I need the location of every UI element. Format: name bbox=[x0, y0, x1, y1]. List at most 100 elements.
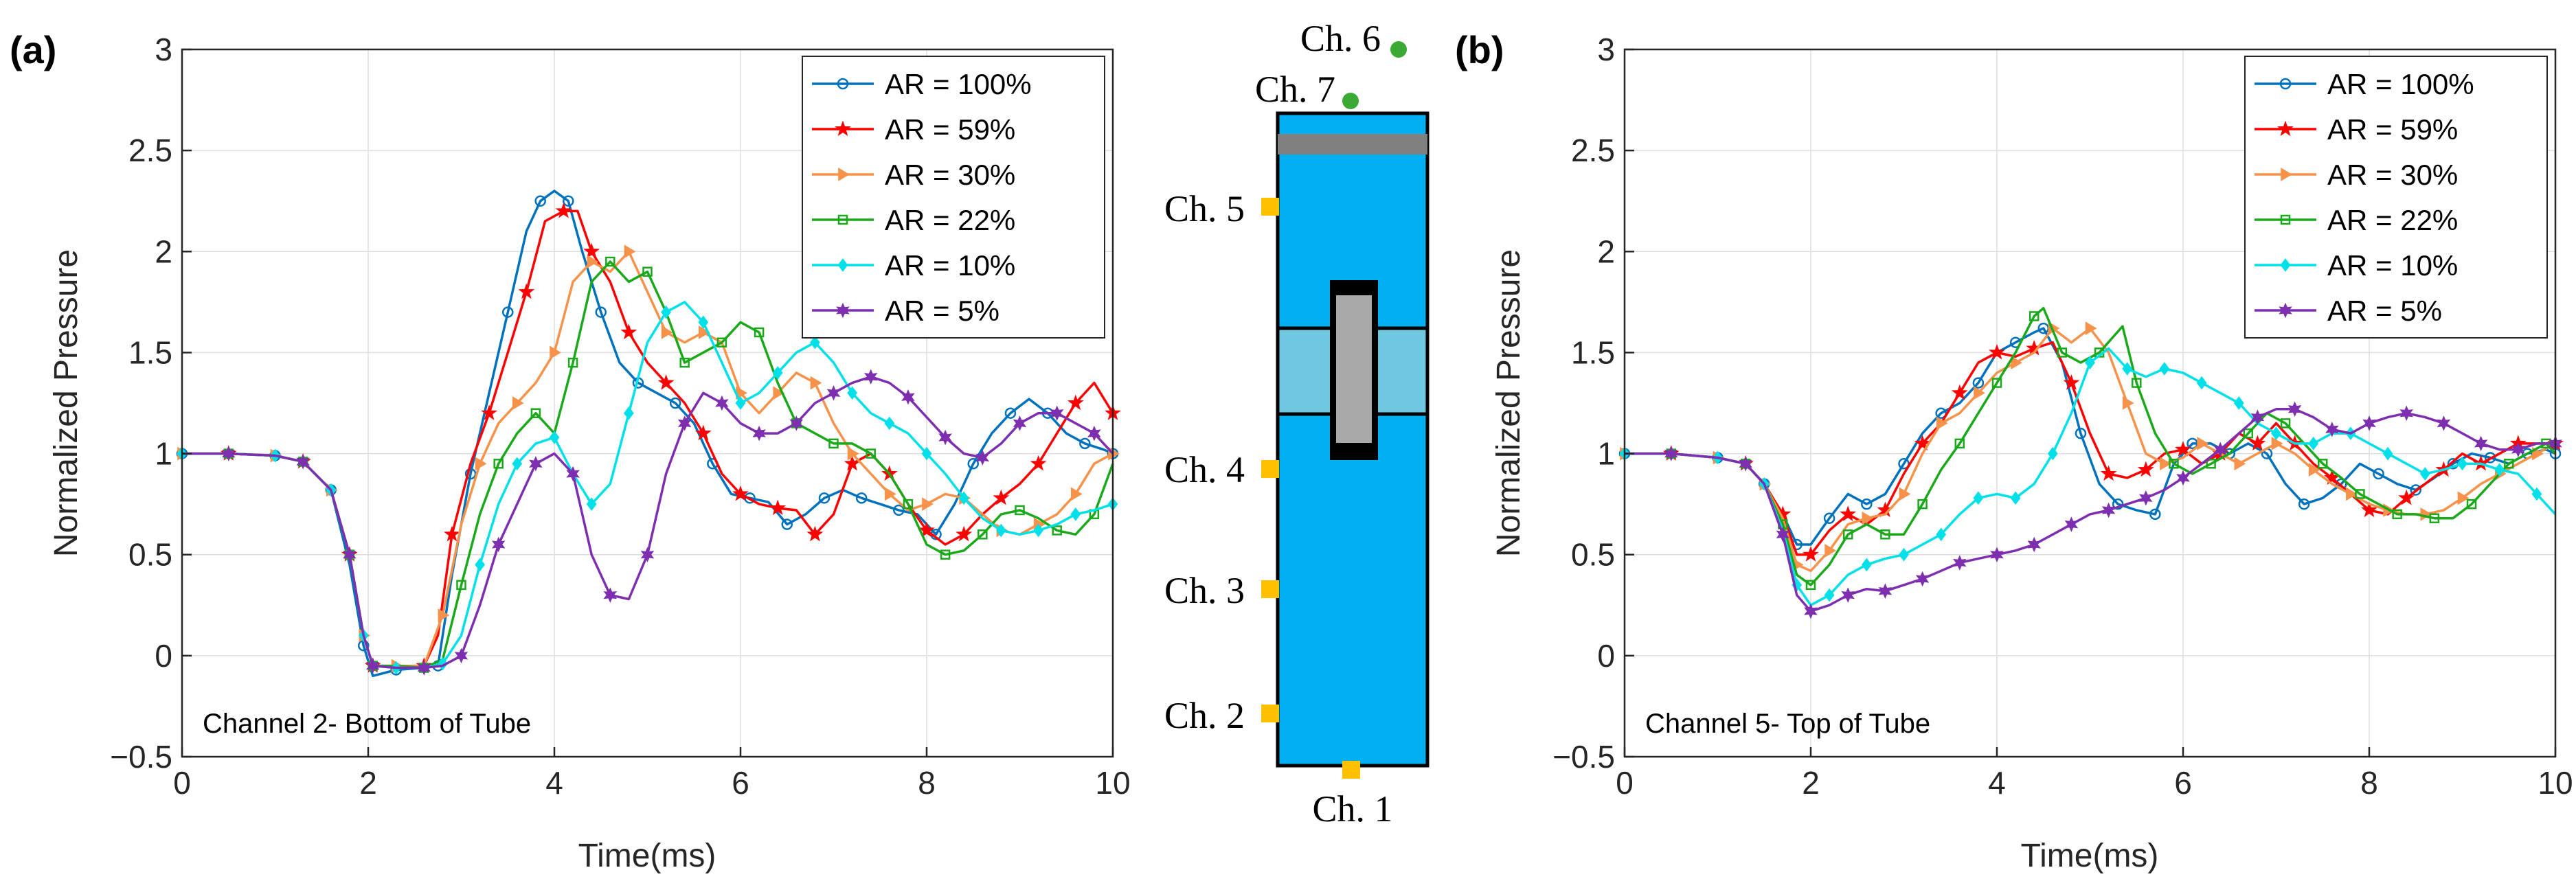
ch7-label: Ch. 7 bbox=[1255, 69, 1335, 110]
legend-box bbox=[2244, 56, 2548, 339]
legend-label: AR = 5% bbox=[885, 295, 999, 327]
data-point bbox=[1954, 438, 1965, 449]
y-tick-label: 2.5 bbox=[1571, 133, 1615, 168]
data-point bbox=[1842, 529, 1853, 540]
data-point bbox=[1015, 505, 1025, 516]
data-point bbox=[2392, 509, 2402, 520]
x-tick-label: 6 bbox=[732, 765, 749, 801]
data-point bbox=[2410, 484, 2421, 496]
data-point bbox=[2159, 362, 2170, 376]
data-point bbox=[773, 386, 785, 400]
data-point bbox=[772, 366, 783, 380]
data-point bbox=[698, 315, 709, 330]
y-tick-label: 1 bbox=[1597, 436, 1615, 472]
tube-schematic: Ch. 1 Ch. 2 Ch. 3 Ch. 4 Ch. 5 Ch. 6 Ch. … bbox=[1164, 18, 1430, 830]
data-point bbox=[2250, 409, 2265, 425]
legend-box bbox=[802, 56, 1105, 339]
series-line bbox=[1625, 306, 2557, 586]
data-point bbox=[884, 416, 895, 431]
data-point bbox=[2075, 427, 2087, 439]
data-point bbox=[694, 424, 712, 441]
data-point bbox=[2361, 501, 2377, 518]
data-point bbox=[518, 283, 535, 299]
data-point bbox=[417, 660, 431, 676]
data-point bbox=[855, 492, 868, 504]
data-point bbox=[2399, 405, 2413, 421]
ch6-sensor bbox=[1390, 41, 1407, 58]
data-point bbox=[1972, 377, 1985, 389]
data-point bbox=[2308, 463, 2320, 477]
x-tick-label: 4 bbox=[545, 765, 563, 801]
y-tick-label: −0.5 bbox=[110, 739, 172, 775]
data-point bbox=[1739, 456, 1752, 472]
legend-label: AR = 59% bbox=[2327, 113, 2458, 146]
data-point bbox=[754, 327, 765, 338]
data-point bbox=[661, 325, 673, 339]
data-point bbox=[1824, 543, 1837, 558]
legend-label: AR = 22% bbox=[2327, 204, 2458, 236]
tube-cap bbox=[1278, 134, 1427, 155]
data-point bbox=[2531, 487, 2542, 501]
y-tick-label: 0.5 bbox=[1571, 537, 1615, 573]
panel-a-annotation: Channel 2- Bottom of Tube bbox=[203, 709, 531, 739]
legend-marker bbox=[2281, 168, 2292, 181]
data-point bbox=[529, 456, 543, 472]
data-point bbox=[1071, 487, 1083, 501]
ch2-label: Ch. 2 bbox=[1164, 695, 1245, 736]
data-point bbox=[1990, 547, 2004, 562]
data-point bbox=[475, 457, 487, 471]
legend-marker bbox=[2280, 258, 2291, 272]
panel-b-series bbox=[1618, 306, 2564, 619]
data-point bbox=[512, 396, 524, 410]
ch4-label: Ch. 4 bbox=[1164, 449, 1245, 490]
ch5-sensor bbox=[1261, 198, 1279, 216]
data-point bbox=[716, 337, 727, 347]
data-point bbox=[1917, 499, 1928, 510]
data-point bbox=[918, 521, 935, 538]
data-point bbox=[1067, 394, 1084, 411]
y-tick-label: −0.5 bbox=[1552, 739, 1615, 775]
data-point bbox=[975, 450, 990, 466]
data-point bbox=[2085, 321, 2097, 335]
y-tick-label: 1 bbox=[155, 436, 172, 472]
y-tick-label: 0 bbox=[155, 638, 172, 674]
data-point bbox=[1878, 583, 1893, 599]
series-ar10 bbox=[1619, 347, 2557, 607]
legend-marker bbox=[835, 120, 851, 137]
data-point bbox=[642, 266, 653, 277]
data-point bbox=[847, 386, 857, 400]
series-ar22 bbox=[1625, 306, 2557, 591]
data-point bbox=[2271, 426, 2281, 440]
y-tick-label: 3 bbox=[155, 32, 172, 67]
legend-marker bbox=[837, 78, 849, 90]
data-point bbox=[2373, 468, 2384, 480]
data-point bbox=[491, 536, 506, 553]
data-point bbox=[2149, 508, 2161, 521]
data-point bbox=[866, 448, 876, 459]
data-point bbox=[464, 468, 477, 480]
series-line bbox=[1625, 408, 2555, 613]
y-tick-label: 0 bbox=[1597, 638, 1615, 674]
data-point bbox=[493, 459, 504, 469]
data-point bbox=[901, 389, 915, 405]
data-point bbox=[1004, 407, 1017, 419]
legend-marker bbox=[2280, 214, 2291, 225]
data-point bbox=[603, 587, 618, 603]
data-point bbox=[2085, 356, 2095, 369]
data-point bbox=[2437, 415, 2451, 431]
data-point bbox=[620, 323, 637, 340]
data-point bbox=[732, 485, 749, 501]
data-point bbox=[2137, 461, 2154, 477]
data-point bbox=[1915, 571, 1930, 587]
data-point bbox=[2057, 347, 2068, 358]
data-point bbox=[550, 345, 561, 360]
legend-marker bbox=[2279, 78, 2292, 90]
legend-marker bbox=[836, 302, 850, 319]
data-point bbox=[2308, 437, 2319, 450]
data-point bbox=[806, 525, 824, 542]
data-point bbox=[2355, 489, 2365, 499]
data-point bbox=[1804, 603, 1818, 619]
data-point bbox=[2457, 491, 2470, 505]
y-tick-label: 2.5 bbox=[128, 133, 172, 168]
data-point bbox=[2027, 536, 2041, 553]
